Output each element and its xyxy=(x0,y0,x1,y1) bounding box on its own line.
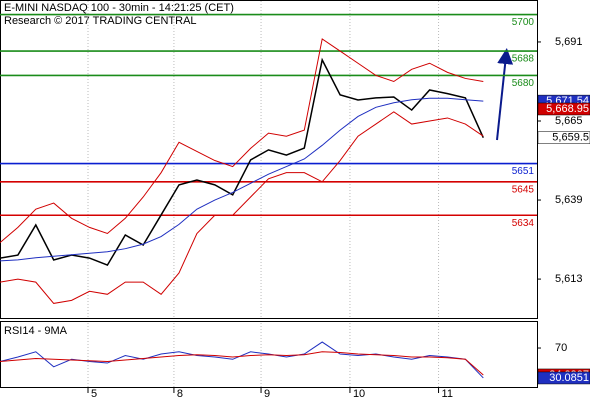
y-tick-label: 5,665 xyxy=(555,115,583,127)
price-tag xyxy=(537,131,590,144)
forecast-arrow xyxy=(496,48,514,141)
price-tag xyxy=(537,102,590,116)
level-label: 5651 xyxy=(512,166,535,177)
x-tick-label: 11 xyxy=(442,388,453,400)
level-label: 5680 xyxy=(512,78,535,89)
price-tag-label: 30.0851 xyxy=(549,372,589,384)
y-tick-label: 5,691 xyxy=(555,36,583,48)
y-tick-label: 5,613 xyxy=(555,273,583,285)
level-label: 5645 xyxy=(512,184,535,195)
series-line xyxy=(0,111,484,304)
rsi-title: RSI14 - 9MA xyxy=(4,325,68,337)
main-panel xyxy=(0,0,538,319)
series-line xyxy=(0,97,484,262)
chart-title: E-MINI NASDAQ 100 - 30min - 14:21:25 (CE… xyxy=(4,2,234,14)
x-tick-label: 10 xyxy=(353,388,365,400)
x-tick-label: 9 xyxy=(264,388,270,400)
x-tick-label: 5 xyxy=(91,388,97,400)
level-label: 5634 xyxy=(512,218,535,229)
level-label: 5700 xyxy=(512,17,535,28)
x-tick-label: 8 xyxy=(177,388,183,400)
chart-subtitle: Research © 2017 TRADING CENTRAL xyxy=(4,15,197,27)
price-tag-label: 5,659.5 xyxy=(552,132,589,144)
level-label: 5688 xyxy=(512,54,535,65)
series-line xyxy=(0,351,484,376)
y-tick-label: 70 xyxy=(555,342,567,354)
series-line xyxy=(0,38,484,243)
y-tick-label: 5,639 xyxy=(555,194,583,206)
price-tag-label: 5,668.95 xyxy=(546,103,589,115)
series-line xyxy=(0,57,484,267)
price-tag xyxy=(537,371,590,385)
